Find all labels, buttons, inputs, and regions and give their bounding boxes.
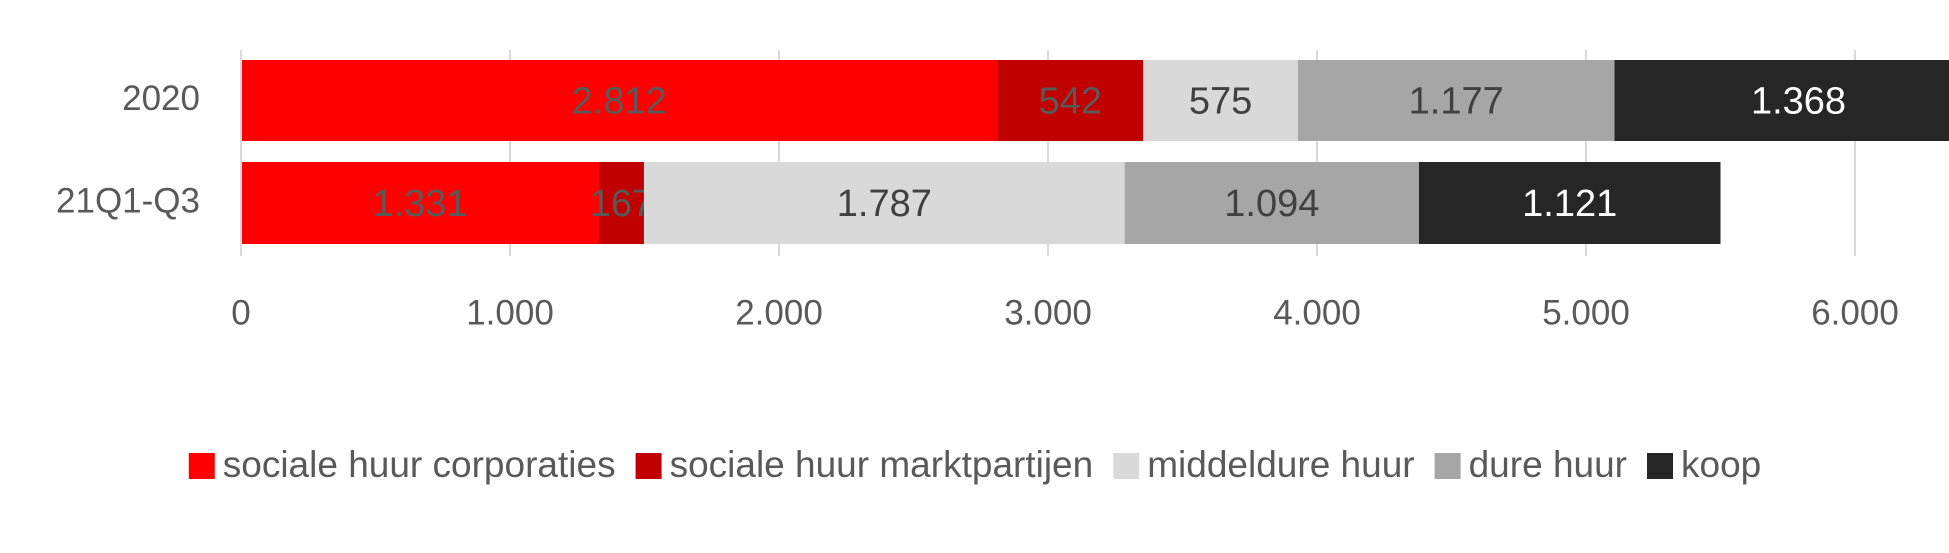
bar-segment <box>1143 60 1298 141</box>
bar-segment <box>599 162 644 244</box>
legend-swatch <box>1434 453 1461 479</box>
legend-label: sociale huur marktpartijen <box>670 444 1094 485</box>
legend-label: koop <box>1681 444 1761 485</box>
data-label: 1.121 <box>1522 183 1617 225</box>
x-tick-label: 6.000 <box>1811 293 1899 332</box>
legend-label: sociale huur corporaties <box>223 444 616 485</box>
bar-segment <box>241 60 998 141</box>
x-tick-label: 3.000 <box>1004 293 1092 332</box>
x-tick-label: 5.000 <box>1542 293 1630 332</box>
data-label: 1.331 <box>372 183 467 225</box>
y-tick-label: 2020 <box>122 79 200 118</box>
data-label: 167 <box>590 183 653 225</box>
x-tick-label: 4.000 <box>1273 293 1361 332</box>
data-label: 1.368 <box>1751 81 1846 123</box>
bar-segment <box>1614 60 1949 141</box>
data-label: 1.787 <box>837 183 932 225</box>
legend-swatch <box>188 453 215 479</box>
legend-swatch <box>1647 453 1674 479</box>
data-label: 2.812 <box>572 81 667 123</box>
bar-segment <box>643 162 1125 244</box>
bar-segment <box>1124 162 1419 244</box>
bar-segment <box>1297 60 1615 141</box>
x-tick-label: 2.000 <box>735 293 823 332</box>
legend-swatch <box>635 453 662 479</box>
data-label: 1.177 <box>1409 81 1504 123</box>
bar-segment <box>1418 162 1721 244</box>
data-label: 1.094 <box>1224 183 1319 225</box>
y-tick-label: 21Q1-Q3 <box>56 181 200 220</box>
legend-swatch <box>1113 453 1140 479</box>
legend-label: middeldure huur <box>1147 444 1414 485</box>
x-tick-label: 0 <box>231 293 250 332</box>
legend-label: dure huur <box>1469 444 1627 485</box>
x-tick-label: 1.000 <box>466 293 554 332</box>
bar-segment <box>997 60 1144 141</box>
data-label: 575 <box>1189 81 1252 123</box>
bar-segment <box>241 162 600 244</box>
data-label: 542 <box>1039 81 1102 123</box>
